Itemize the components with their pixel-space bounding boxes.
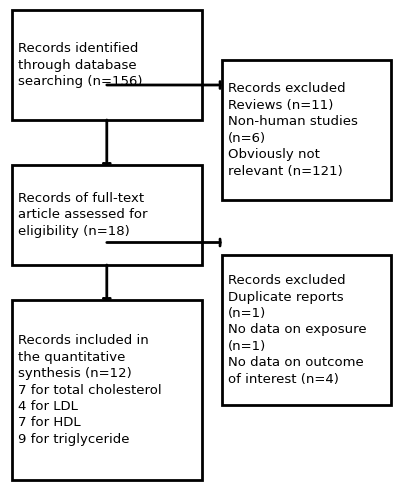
- FancyBboxPatch shape: [222, 255, 391, 405]
- FancyBboxPatch shape: [222, 60, 391, 200]
- FancyBboxPatch shape: [12, 300, 202, 480]
- FancyBboxPatch shape: [12, 10, 202, 120]
- Text: Records included in
the quantitative
synthesis (n=12)
7 for total cholesterol
4 : Records included in the quantitative syn…: [18, 334, 162, 446]
- Text: Records identified
through database
searching (n=156): Records identified through database sear…: [18, 42, 143, 88]
- Text: Records excluded
Reviews (n=11)
Non-human studies
(n=6)
Obviously not
relevant (: Records excluded Reviews (n=11) Non-huma…: [228, 82, 357, 178]
- FancyBboxPatch shape: [12, 165, 202, 265]
- Text: Records of full-text
article assessed for
eligibility (n=18): Records of full-text article assessed fo…: [18, 192, 147, 238]
- Text: Records excluded
Duplicate reports
(n=1)
No data on exposure
(n=1)
No data on ou: Records excluded Duplicate reports (n=1)…: [228, 274, 366, 386]
